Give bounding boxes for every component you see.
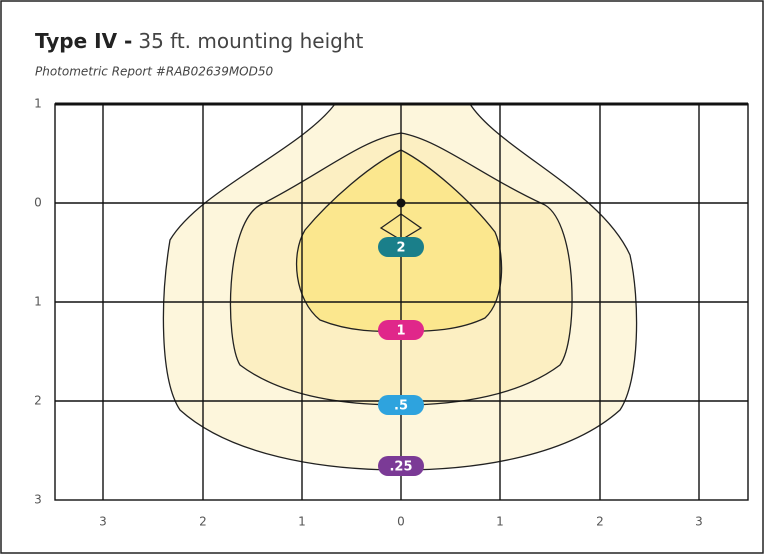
x-label: 3 — [99, 515, 107, 529]
y-label: 1 — [34, 97, 42, 111]
contour-badge — [378, 395, 424, 415]
title: Type IV -35 ft. mounting height — [35, 29, 364, 53]
title-rest: 35 ft. mounting height — [138, 29, 363, 53]
contour-badge — [378, 237, 424, 257]
contour-badge — [378, 320, 424, 340]
x-label: 1 — [298, 515, 306, 529]
grid — [54, 102, 749, 501]
y-label: 3 — [34, 493, 42, 507]
labels: 1 0 1 2 3 3 2 1 0 1 2 3 2 1 .5 .25 — [34, 97, 703, 529]
title-bold: Type IV - — [35, 29, 132, 53]
x-label: 2 — [199, 515, 207, 529]
contour-label: .5 — [394, 399, 408, 414]
contour-badge — [378, 456, 424, 476]
contour-label: .25 — [389, 460, 412, 475]
subtitle: Photometric Report #RAB02639MOD50 — [35, 65, 274, 79]
fixture-dot — [396, 198, 406, 208]
x-label: 1 — [496, 515, 504, 529]
contour-label: 2 — [396, 241, 405, 256]
y-label: 2 — [34, 394, 42, 408]
x-label: 3 — [695, 515, 703, 529]
x-label: 0 — [397, 515, 405, 529]
x-label: 2 — [596, 515, 604, 529]
y-label: 1 — [34, 295, 42, 309]
y-label: 0 — [34, 196, 42, 210]
contour-label: 1 — [396, 324, 405, 339]
